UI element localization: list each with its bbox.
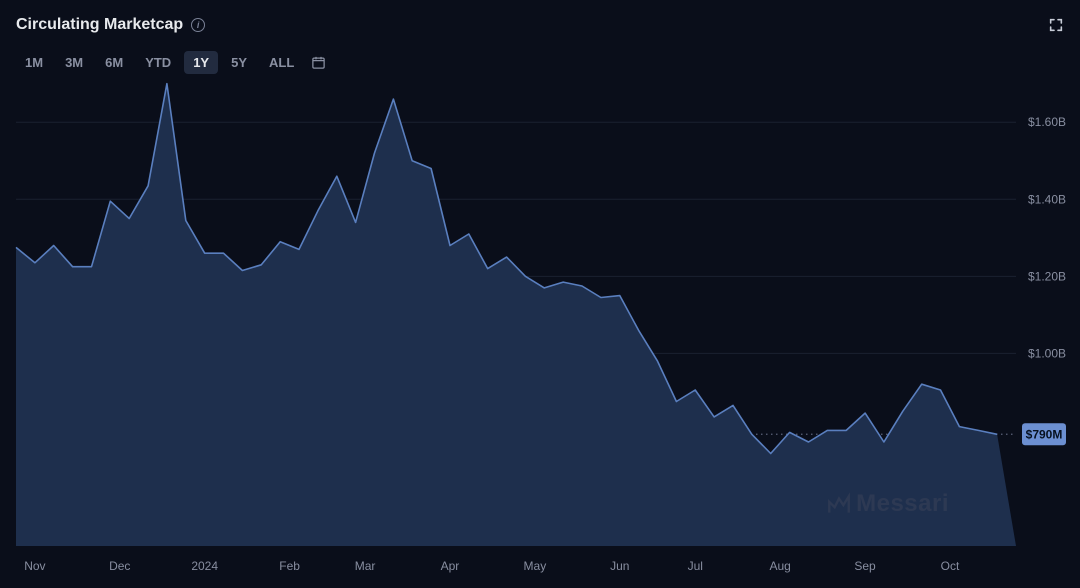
- svg-text:$1.60B: $1.60B: [1028, 115, 1066, 129]
- chart-panel: Circulating Marketcap i 1M3M6MYTD1Y5YALL…: [0, 0, 1080, 588]
- svg-text:Mar: Mar: [355, 559, 376, 573]
- svg-text:Dec: Dec: [109, 559, 130, 573]
- svg-text:$1.20B: $1.20B: [1028, 269, 1066, 283]
- calendar-icon[interactable]: [311, 55, 326, 70]
- svg-text:Feb: Feb: [279, 559, 300, 573]
- range-selector: 1M3M6MYTD1Y5YALL: [16, 48, 1064, 76]
- svg-text:2024: 2024: [191, 559, 218, 573]
- expand-icon[interactable]: [1048, 17, 1064, 33]
- svg-text:Apr: Apr: [441, 559, 460, 573]
- svg-text:$1.00B: $1.00B: [1028, 346, 1066, 360]
- info-icon[interactable]: i: [191, 18, 205, 32]
- range-ytd[interactable]: YTD: [136, 51, 180, 74]
- range-1m[interactable]: 1M: [16, 51, 52, 74]
- current-value-badge: $790M: [1022, 423, 1066, 445]
- svg-text:Oct: Oct: [941, 559, 960, 573]
- svg-text:$1.40B: $1.40B: [1028, 192, 1066, 206]
- range-all[interactable]: ALL: [260, 51, 303, 74]
- svg-text:Jun: Jun: [610, 559, 629, 573]
- area-chart[interactable]: $1.60B $1.40B $1.20B $1.00B Nov Dec 2024 Feb Mar…: [16, 76, 1064, 578]
- range-6m[interactable]: 6M: [96, 51, 132, 74]
- range-3m[interactable]: 3M: [56, 51, 92, 74]
- chart-header: Circulating Marketcap i: [16, 12, 1064, 38]
- range-5y[interactable]: 5Y: [222, 51, 256, 74]
- chart-area-wrap: $1.60B $1.40B $1.20B $1.00B Nov Dec 2024 Feb Mar…: [16, 76, 1064, 578]
- svg-text:Nov: Nov: [24, 559, 45, 573]
- svg-text:Jul: Jul: [688, 559, 703, 573]
- range-1y[interactable]: 1Y: [184, 51, 218, 74]
- svg-text:Aug: Aug: [769, 559, 790, 573]
- svg-text:May: May: [524, 559, 547, 573]
- svg-text:Sep: Sep: [854, 559, 876, 573]
- title-group: Circulating Marketcap i: [16, 16, 205, 34]
- svg-text:$790M: $790M: [1026, 427, 1063, 441]
- chart-title: Circulating Marketcap: [16, 16, 183, 34]
